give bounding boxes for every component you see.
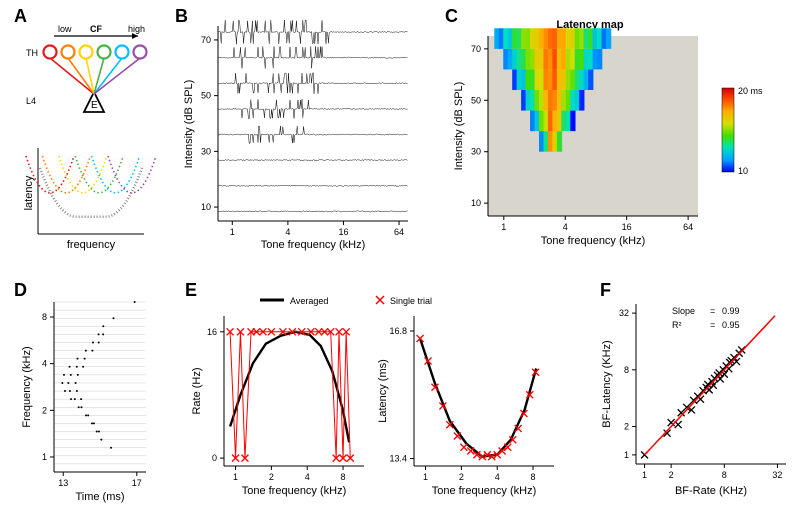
svg-text:0: 0 bbox=[212, 453, 217, 463]
svg-text:8: 8 bbox=[722, 470, 727, 480]
svg-text:1: 1 bbox=[624, 450, 629, 460]
svg-text:10: 10 bbox=[201, 202, 211, 212]
f-r2-val: 0.95 bbox=[722, 320, 740, 330]
svg-text:70: 70 bbox=[471, 44, 481, 54]
svg-text:2: 2 bbox=[624, 422, 629, 432]
f-eq2: = bbox=[710, 320, 715, 330]
svg-text:4: 4 bbox=[563, 222, 568, 232]
svg-text:32: 32 bbox=[772, 470, 782, 480]
a-low-label: low bbox=[58, 24, 72, 34]
panel-b-svg: 1 4 16 64 10 30 50 70 Tone frequency (kHz) Int… bbox=[180, 18, 420, 268]
c-xlabel: Tone frequency (kHz) bbox=[541, 235, 646, 247]
b-ylabel: Intensity (dB SPL) bbox=[183, 80, 195, 169]
f-ylabel: BF-Latency (KHz) bbox=[601, 340, 613, 427]
panel-d-svg: 13 17 1 2 4 8 Time (ms) Frequency (kHz) bbox=[20, 296, 160, 516]
d-ylabel: Frequency (kHz) bbox=[21, 346, 33, 427]
a-bottom-xlabel: frequency bbox=[67, 239, 116, 251]
svg-text:1: 1 bbox=[501, 222, 506, 232]
e2-xlabel: Tone frequency (kHz) bbox=[432, 485, 537, 497]
a-l4-label: L4 bbox=[26, 96, 36, 106]
e1-xlabel: Tone frequency (kHz) bbox=[242, 485, 347, 497]
svg-text:32: 32 bbox=[619, 308, 629, 318]
svg-text:16.8: 16.8 bbox=[389, 326, 407, 336]
panel-a-svg: low CF high TH L4 E latency frequency bbox=[20, 18, 160, 268]
panel-e-svg: Averaged Single trial 1 2 4 8 0 16 Tone frequ… bbox=[190, 290, 570, 510]
f-xlabel: BF-Rate (KHz) bbox=[675, 485, 747, 497]
panel-c-svg: Latency map 141664 10305070 Tone frequen… bbox=[450, 18, 790, 268]
svg-text:13: 13 bbox=[58, 478, 68, 488]
f-slope-lbl: Slope bbox=[672, 306, 695, 316]
e1-ylabel: Rate (Hz) bbox=[191, 367, 203, 414]
a-triangle-label: E bbox=[91, 100, 98, 111]
svg-text:1: 1 bbox=[42, 452, 47, 462]
panel-f-svg: 1 2 8 32 1 2 8 32 BF-Rate (KHz) BF-Latency (KHz… bbox=[600, 290, 800, 510]
svg-text:1: 1 bbox=[423, 472, 428, 482]
e-legend-single: Single trial bbox=[390, 296, 432, 306]
svg-text:64: 64 bbox=[394, 227, 404, 237]
svg-text:13.4: 13.4 bbox=[389, 454, 407, 464]
svg-text:1: 1 bbox=[230, 227, 235, 237]
c-cbar-lo: 10 bbox=[738, 166, 748, 176]
e2-ylabel: Latency (ms) bbox=[377, 359, 389, 423]
svg-text:16: 16 bbox=[207, 327, 217, 337]
a-cf-label: CF bbox=[90, 24, 102, 34]
b-xlabel: Tone frequency (kHz) bbox=[261, 239, 366, 251]
f-eq1: = bbox=[710, 306, 715, 316]
svg-text:64: 64 bbox=[683, 222, 693, 232]
svg-text:50: 50 bbox=[471, 95, 481, 105]
svg-text:2: 2 bbox=[269, 472, 274, 482]
svg-text:30: 30 bbox=[201, 146, 211, 156]
c-ylabel: Intensity (dB SPL) bbox=[453, 82, 465, 171]
svg-text:8: 8 bbox=[42, 312, 47, 322]
svg-text:4: 4 bbox=[495, 472, 500, 482]
svg-text:4: 4 bbox=[42, 359, 47, 369]
d-xlabel: Time (ms) bbox=[75, 491, 124, 503]
svg-text:2: 2 bbox=[42, 405, 47, 415]
svg-text:16: 16 bbox=[338, 227, 348, 237]
svg-text:70: 70 bbox=[201, 35, 211, 45]
e-legend-avg: Averaged bbox=[290, 296, 328, 306]
svg-text:1: 1 bbox=[642, 470, 647, 480]
f-slope-val: 0.99 bbox=[722, 306, 740, 316]
svg-text:4: 4 bbox=[285, 227, 290, 237]
svg-text:17: 17 bbox=[132, 478, 142, 488]
svg-text:10: 10 bbox=[471, 198, 481, 208]
f-r2-lbl: R² bbox=[672, 320, 682, 330]
e-legend: Averaged Single trial bbox=[260, 296, 432, 306]
a-bottom-ylabel: latency bbox=[23, 175, 35, 210]
figure-root: A low CF high TH L4 E latency frequency … bbox=[0, 0, 800, 510]
a-high-label: high bbox=[128, 24, 145, 34]
svg-text:4: 4 bbox=[305, 472, 310, 482]
svg-text:8: 8 bbox=[624, 365, 629, 375]
svg-text:30: 30 bbox=[471, 147, 481, 157]
svg-text:2: 2 bbox=[669, 470, 674, 480]
svg-text:2: 2 bbox=[459, 472, 464, 482]
svg-text:1: 1 bbox=[233, 472, 238, 482]
svg-text:8: 8 bbox=[341, 472, 346, 482]
c-cbar-hi: 20 ms bbox=[738, 86, 763, 96]
svg-text:50: 50 bbox=[201, 91, 211, 101]
svg-text:8: 8 bbox=[531, 472, 536, 482]
a-th-label: TH bbox=[26, 48, 38, 58]
svg-text:16: 16 bbox=[622, 222, 632, 232]
c-colorbar bbox=[722, 88, 734, 172]
